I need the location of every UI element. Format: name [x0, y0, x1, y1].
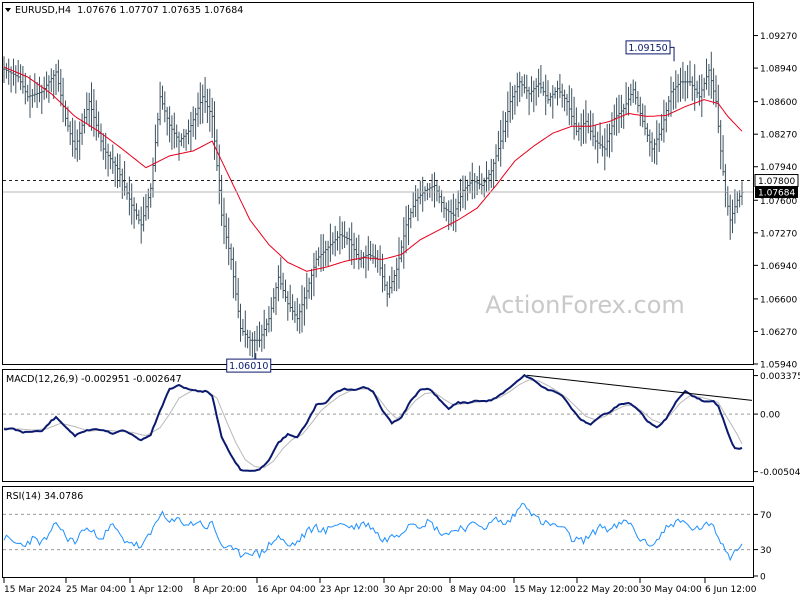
rsi-layer	[3, 502, 753, 562]
macd-y-tick-label: -0.00504	[760, 468, 800, 478]
annotation-label: 1.06010	[229, 361, 268, 372]
x-tick-label: 15 Mar 2024	[4, 585, 61, 595]
macd-panel-header: MACD(12,26,9) -0.002951 -0.002647	[6, 374, 182, 385]
x-tick-label: 25 Mar 04:00	[66, 585, 126, 595]
price-y-tick-label: 1.07940	[760, 163, 797, 173]
macd-y-tick-label: 0.003375	[760, 372, 800, 382]
rsi-y-tick-label: 0	[760, 573, 766, 583]
axes-layer: 1.09270 1.08940 1.08600 1.08270 1.07940 1.076…	[3, 32, 800, 595]
moving-average-line	[3, 66, 743, 272]
price-panel-header: EURUSD,H4 1.07676 1.07707 1.07635 1.0768…	[15, 5, 243, 16]
last-price-label: 1.07684	[758, 188, 795, 198]
rsi-y-tick-label: 70	[760, 511, 772, 521]
price-level-label: 1.07800	[758, 177, 795, 187]
x-tick-label: 30 May 04:00	[640, 585, 702, 595]
annotation-box	[226, 358, 272, 373]
annotation-label: 1.09150	[628, 43, 667, 54]
x-tick-label: 22 May 20:00	[577, 585, 639, 595]
last-price-tag	[755, 185, 798, 198]
price-y-tick-label: 1.07600	[760, 197, 797, 207]
x-tick-label: 30 Apr 20:00	[384, 585, 443, 595]
annotation-leader	[670, 46, 675, 62]
x-tick-label: 8 Apr 20:00	[194, 585, 247, 595]
x-tick-label: 15 May 12:00	[514, 585, 576, 595]
watermark: ActionForex.com	[485, 291, 685, 319]
price-y-tick-label: 1.05940	[760, 361, 797, 371]
price-y-tick-label: 1.08940	[760, 65, 797, 75]
price-bars	[2, 51, 744, 361]
price-y-tick-label: 1.06270	[760, 328, 797, 338]
price-y-tick-label: 1.09270	[760, 32, 797, 42]
rsi-line	[3, 502, 743, 562]
x-tick-label: 1 Apr 12:00	[130, 585, 183, 595]
macd-panel-frame	[2, 369, 754, 482]
macd-line	[3, 373, 743, 472]
x-tick-label: 6 Jun 12:00	[705, 585, 757, 595]
rsi-panel-header: RSI(14) 34.0786	[6, 491, 83, 502]
price-y-tick-label: 1.08270	[760, 131, 797, 141]
macd-layer	[3, 373, 753, 472]
price-y-tick-label: 1.06940	[760, 262, 797, 272]
x-tick-label: 16 Apr 04:00	[257, 585, 316, 595]
x-tick-label: 8 May 04:00	[450, 585, 506, 595]
rsi-y-tick-label: 30	[760, 546, 772, 556]
annotation-box	[625, 40, 671, 55]
dropdown-triangle-icon[interactable]	[5, 8, 11, 12]
price-y-tick-label: 1.06600	[760, 295, 797, 305]
price-y-tick-label: 1.08600	[760, 98, 797, 108]
macd-trendline	[526, 374, 753, 401]
macd-y-tick-label: 0.00	[760, 411, 780, 421]
x-tick-label: 23 Apr 12:00	[320, 585, 379, 595]
rsi-panel-frame	[2, 486, 754, 578]
price-panel-frame	[2, 2, 754, 365]
price-y-tick-label: 1.07270	[760, 229, 797, 239]
